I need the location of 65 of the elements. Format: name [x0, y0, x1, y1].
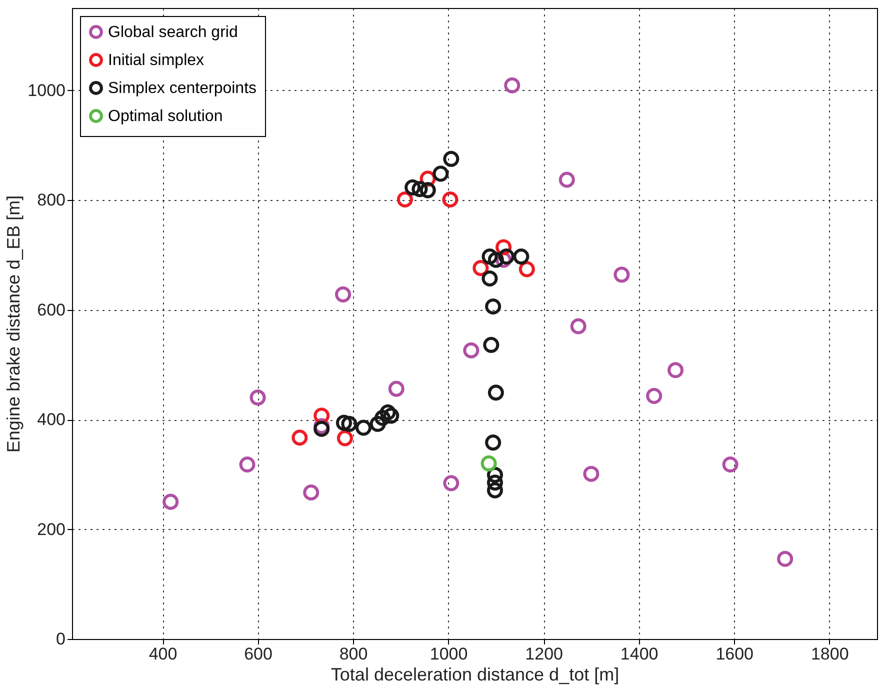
- point: [443, 475, 460, 492]
- point: [488, 252, 504, 268]
- x-tick-label: 800: [339, 644, 368, 664]
- point: [162, 494, 179, 510]
- point: [482, 248, 498, 265]
- point: [341, 416, 358, 432]
- point: [488, 384, 504, 401]
- point: [513, 248, 530, 265]
- point: [432, 166, 449, 182]
- x-tick-label: 1600: [716, 644, 754, 664]
- point: [335, 286, 352, 302]
- point: [412, 181, 428, 198]
- x-tick-label: 1800: [810, 644, 849, 664]
- point: [486, 482, 503, 498]
- point: [355, 420, 372, 436]
- point: [498, 248, 514, 265]
- y-tick-label: 800: [37, 190, 66, 210]
- point: [370, 416, 386, 432]
- x-tick-label: 1400: [620, 644, 658, 664]
- point: [777, 550, 794, 567]
- legend-label: Initial simplex: [108, 52, 204, 69]
- x-tick-label: 400: [148, 644, 178, 664]
- point: [482, 270, 498, 287]
- point: [646, 388, 662, 404]
- legend-label: Global search grid: [108, 24, 238, 41]
- point: [336, 414, 352, 431]
- legend-label: Optimal solution: [108, 108, 223, 125]
- y-tick-label: 400: [37, 410, 66, 430]
- point: [485, 298, 502, 314]
- point: [404, 179, 421, 196]
- y-axis-title: Engine brake distance d_EB [m]: [4, 195, 24, 453]
- y-tick-label: 0: [56, 630, 66, 648]
- y-tick-label: 1000: [28, 80, 66, 100]
- point: [614, 266, 630, 283]
- point: [483, 336, 500, 353]
- point: [442, 191, 458, 208]
- x-tick-label: 1200: [525, 644, 563, 664]
- point: [250, 390, 266, 406]
- point: [570, 318, 586, 334]
- point: [558, 172, 575, 188]
- point: [292, 430, 308, 446]
- point: [583, 466, 600, 482]
- point: [380, 404, 396, 420]
- point: [383, 408, 400, 424]
- point: [303, 484, 320, 501]
- point: [336, 430, 353, 446]
- point: [463, 342, 480, 358]
- x-tick-label: 600: [244, 644, 272, 664]
- point: [374, 410, 391, 426]
- x-axis-title: Total deceleration distance d_tot [m]: [330, 664, 620, 684]
- point: [388, 380, 404, 397]
- legend-label: Simplex centerpoints: [108, 80, 257, 97]
- point: [667, 362, 684, 378]
- point: [239, 456, 256, 473]
- point: [722, 456, 738, 473]
- point: [518, 261, 535, 278]
- y-tick-label: 200: [37, 520, 66, 539]
- point: [485, 434, 502, 451]
- point: [486, 474, 503, 491]
- x-tick-label: 1000: [430, 644, 468, 664]
- point: [443, 150, 460, 167]
- point: [480, 455, 497, 472]
- y-tick-label: 600: [37, 300, 66, 320]
- point: [396, 191, 413, 208]
- point: [504, 77, 520, 94]
